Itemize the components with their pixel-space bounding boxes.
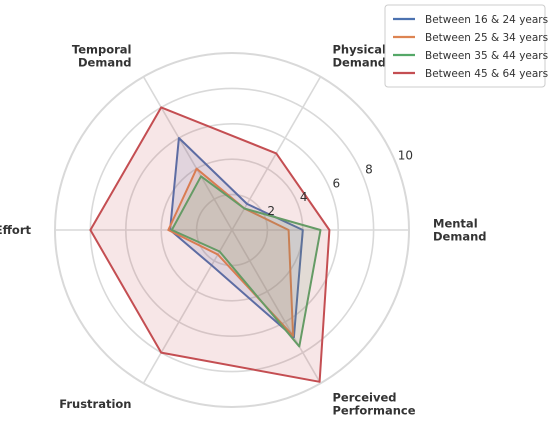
axis-label-layer: Mental Demand Physical Demand Temporal Demand… [0,42,487,417]
axis-label: Perceived Performance [333,391,416,418]
grid-spoke [142,76,233,231]
axis-label: Effort [0,223,31,237]
radial-tick-label: 4 [300,190,308,204]
radial-tick-label: 6 [333,176,341,190]
legend-box [384,4,546,88]
series-layer [89,106,331,383]
legend-entry: Between 25 & 34 years [425,32,548,44]
legend-entry: Between 16 & 24 years [425,14,548,26]
axis-label: Physical Demand [333,42,387,69]
radial-tick-label: 8 [365,163,373,177]
radial-tick-label: 2 [267,204,275,218]
grid-layer [54,52,410,408]
legend-entry: Between 35 & 44 years [425,50,548,62]
axis-label: Mental Demand [433,217,487,244]
legend-entry: Between 45 & 64 years [425,68,548,80]
tick-layer: 2 4 6 8 10 [267,149,413,218]
series-3-area [170,175,322,348]
series-4-area [89,106,331,383]
axis-label: Temporal Demand [72,42,132,69]
grid-spoke [231,229,322,384]
legend: Between 16 & 24 years Between 25 & 34 yea… [384,4,548,88]
grid-spoke [142,229,233,384]
axis-label: Frustration [59,397,131,411]
radial-tick-label: 10 [398,149,413,163]
